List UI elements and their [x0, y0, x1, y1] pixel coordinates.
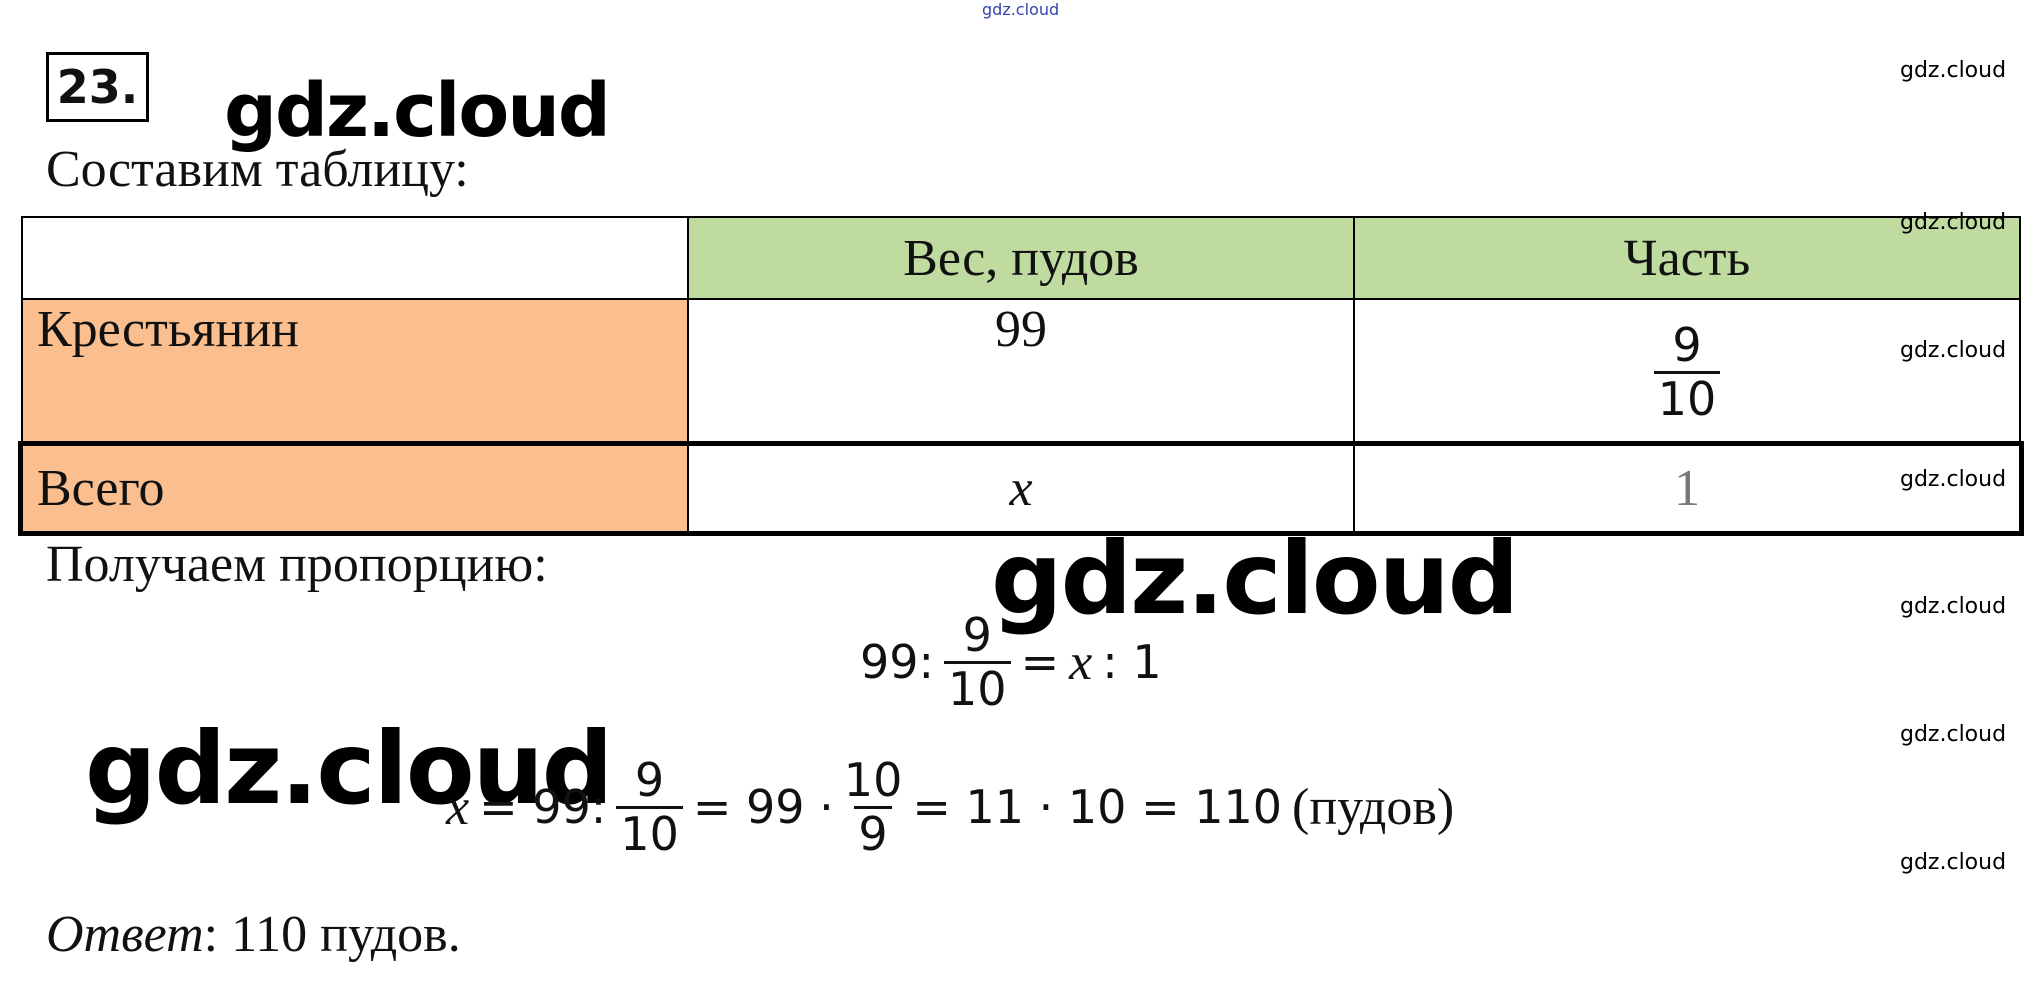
variable: x	[446, 778, 470, 836]
header-cell: Часть	[1353, 216, 2021, 300]
fraction: 9 10	[616, 755, 683, 859]
math-text: = 11 · 10 = 110	[912, 780, 1283, 835]
watermark: gdz.cloud	[85, 710, 613, 827]
fraction: 9 10	[1653, 317, 1721, 425]
denominator: 9	[854, 805, 892, 860]
equation: x = 99: 9 10 = 99 · 10 9 = 11 · 10 = 110 (пудов)	[446, 755, 1454, 859]
math-text: 99:	[860, 635, 935, 690]
data-table: Вес, пудов Часть Крестьянин 99 9 10 Всего…	[18, 216, 2024, 536]
fraction: 10 9	[844, 755, 903, 859]
watermark: gdz.cloud	[982, 0, 1060, 19]
variable: x	[1069, 633, 1093, 691]
header-cell: Вес, пудов	[687, 216, 1355, 300]
math-text: = 99:	[479, 780, 607, 835]
watermark: gdz.cloud	[1900, 210, 2007, 235]
numerator: 9	[962, 608, 992, 662]
intro-text: Составим таблицу:	[46, 141, 469, 198]
watermark: gdz.cloud	[1900, 850, 2007, 875]
cell: 99	[687, 298, 1355, 446]
denominator: 10	[616, 805, 683, 860]
variable: x	[1009, 460, 1033, 517]
table-header: Вес, пудов Часть	[21, 216, 2021, 300]
proportion-intro: Получаем пропорцию:	[46, 536, 548, 593]
watermark: gdz.cloud	[1900, 338, 2007, 363]
math-text: : 1	[1102, 635, 1162, 690]
row-label: Всего	[21, 444, 689, 533]
answer-text: : 110 пудов.	[203, 906, 461, 963]
watermark: gdz.cloud	[1900, 594, 2007, 619]
fraction-wrap: 9 10	[1369, 320, 2005, 424]
math-text: =	[1020, 635, 1060, 690]
watermark: gdz.cloud	[1900, 722, 2007, 747]
equation: 99: 9 10 = x: 1	[860, 610, 1162, 714]
fraction: 9 10	[944, 610, 1011, 714]
watermark: gdz.cloud	[991, 520, 1519, 637]
numerator: 9	[634, 753, 665, 807]
math-text: = 99 ·	[692, 780, 834, 835]
numerator: 10	[843, 753, 903, 807]
cell: 9 10	[1353, 298, 2021, 446]
watermark: gdz.cloud	[224, 68, 611, 154]
table-row: Крестьянин 99 9 10	[21, 298, 2021, 446]
empty-cell	[21, 216, 689, 300]
cell: x	[687, 444, 1355, 533]
denominator: 10	[944, 660, 1011, 715]
table-row: Всего x 1	[18, 441, 2024, 536]
unit: (пудов)	[1292, 778, 1455, 836]
problem-number: 23.	[46, 52, 149, 122]
cell: 1	[1353, 444, 2021, 533]
denominator: 10	[1653, 370, 1721, 425]
answer-label: Ответ	[46, 906, 204, 963]
watermark: gdz.cloud	[1900, 467, 2007, 492]
numerator: 9	[1672, 317, 1702, 372]
row-label: Крестьянин	[21, 298, 689, 446]
watermark: gdz.cloud	[1900, 58, 2007, 83]
answer: Ответ: 110 пудов.	[46, 905, 461, 964]
